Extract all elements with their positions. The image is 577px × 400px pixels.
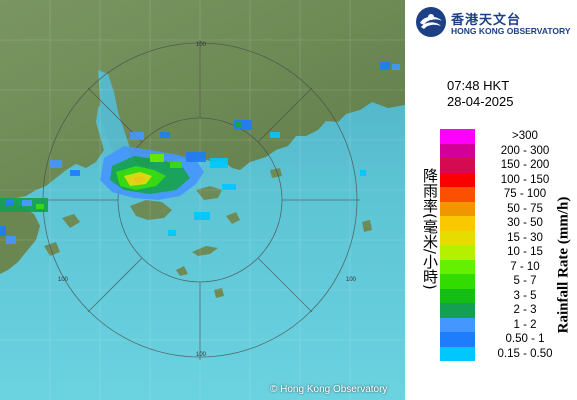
legend-row: 1 - 2 [440, 317, 570, 332]
legend-label: 10 - 15 [507, 246, 543, 258]
legend-swatch [440, 187, 475, 202]
legend-title-en: Rainfall Rate (mm/h) [555, 196, 572, 334]
legend-label: 2 - 3 [513, 304, 537, 316]
legend-label: 200 - 300 [500, 144, 550, 157]
legend-row: 50 - 75 [440, 201, 570, 216]
island [214, 288, 224, 298]
legend-swatch [440, 259, 475, 274]
legend-row: 75 - 100 [440, 187, 570, 202]
island [226, 212, 240, 224]
legend-swatch [440, 230, 475, 245]
legend-row: 3 - 5 [440, 288, 570, 303]
legend-label: 0.15 - 0.50 [497, 347, 553, 360]
legend-title-cn: 降雨率(毫米/小時) [421, 168, 439, 290]
legend-label: 0.50 - 1 [505, 333, 545, 345]
legend-label: 7 - 10 [510, 260, 540, 273]
legend-swatch [440, 317, 475, 332]
observation-date: 28-04-2025 [447, 94, 514, 109]
legend-label: 30 - 50 [507, 217, 543, 229]
rain-echoes [0, 62, 400, 244]
legend-title-en-wrap: Rainfall Rate (mm/h) [552, 180, 576, 350]
legend-label: 1 - 2 [513, 318, 537, 331]
estuary [98, 70, 130, 156]
range-rings [40, 40, 360, 360]
legend-row: 150 - 200 [440, 158, 570, 173]
observation-time: 07:48 HKT [447, 78, 510, 93]
legend-swatch [440, 274, 475, 289]
western-land [0, 202, 40, 274]
legend-label: 100 - 150 [500, 173, 550, 186]
legend-swatch [440, 346, 475, 361]
legend-label: 5 - 7 [513, 275, 537, 287]
observatory-logo: 香港天文台 HONG KONG OBSERVATORY [413, 6, 577, 37]
range-label: 100 [346, 277, 357, 283]
radar-map[interactable]: 100 100 100 100 [0, 0, 405, 400]
legend-label: 15 - 30 [507, 231, 543, 244]
legend-swatch [440, 303, 475, 318]
legend-label: 75 - 100 [503, 188, 547, 200]
legend-row: 2 - 3 [440, 303, 570, 318]
island [362, 220, 372, 232]
legend-label: 3 - 5 [513, 289, 537, 302]
legend-row: 0.15 - 0.50 [440, 346, 570, 361]
legend-label: 50 - 75 [507, 202, 543, 215]
legend-swatch [440, 201, 475, 216]
legend-swatch [440, 129, 475, 144]
island [44, 242, 60, 256]
legend-row: 200 - 300 [440, 143, 570, 158]
legend-row: 10 - 15 [440, 245, 570, 260]
legend-swatch [440, 143, 475, 158]
legend-swatch [440, 158, 475, 173]
legend-label: 150 - 200 [500, 159, 550, 171]
range-label: 100 [196, 42, 207, 48]
legend-swatch [440, 216, 475, 231]
legend-swatch [440, 172, 475, 187]
range-label: 100 [58, 277, 69, 283]
legend-row: 7 - 10 [440, 259, 570, 274]
org-name-cn: 香港天文台 [451, 13, 522, 28]
legend-swatch [440, 332, 475, 347]
legend-row: 30 - 50 [440, 216, 570, 231]
org-name-en: HONG KONG OBSERVATORY [451, 26, 571, 36]
legend-row: 0.50 - 1 [440, 332, 570, 347]
island [62, 214, 80, 228]
legend-swatch [440, 245, 475, 260]
hko-logo-icon [416, 7, 446, 37]
island [270, 168, 282, 178]
range-label: 100 [196, 352, 207, 358]
mainland [0, 0, 405, 204]
island [176, 266, 188, 276]
legend-row: 15 - 30 [440, 230, 570, 245]
lantau-island [130, 200, 172, 220]
legend-swatch [440, 288, 475, 303]
legend-row: >300 [440, 129, 570, 144]
legend-label: >300 [512, 130, 538, 142]
copyright: © Hong Kong Observatory [270, 384, 388, 395]
info-panel: 香港天文台 HONG KONG OBSERVATORY 07:48 HKT 28… [405, 0, 577, 400]
legend-row: 100 - 150 [440, 172, 570, 187]
legend-row: 5 - 7 [440, 274, 570, 289]
island [192, 246, 218, 256]
hk-island [196, 186, 222, 200]
